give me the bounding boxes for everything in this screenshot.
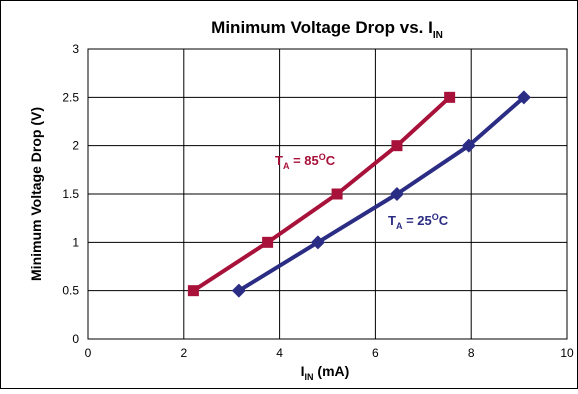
y-tick-label-1.5: 1.5 bbox=[62, 187, 79, 201]
x-tick-label-8: 8 bbox=[468, 346, 475, 360]
x-tick-label-4: 4 bbox=[276, 346, 283, 360]
series-0-point-2 bbox=[331, 188, 343, 200]
y-axis-label: Minimum Voltage Drop (V) bbox=[28, 107, 44, 281]
series-group bbox=[187, 90, 531, 298]
y-tick-labels: 0 0.5 1 1.5 2 2.5 3 bbox=[62, 42, 79, 346]
grid-lines bbox=[88, 49, 567, 339]
y-tick-label-0: 0 bbox=[72, 332, 79, 346]
x-tick-label-6: 6 bbox=[372, 346, 379, 360]
series-1-point-4 bbox=[516, 90, 531, 105]
series-label-85c: TA = 85OC bbox=[275, 152, 336, 171]
x-tick-label-0: 0 bbox=[85, 346, 92, 360]
series-label-25c: TA = 25OC bbox=[388, 212, 449, 231]
x-tick-label-10: 10 bbox=[560, 346, 574, 360]
y-tick-label-2.5: 2.5 bbox=[62, 90, 79, 104]
chart-title-subscript: IN bbox=[433, 30, 443, 41]
y-tick-label-0.5: 0.5 bbox=[62, 284, 79, 298]
x-tick-labels: 0 2 4 6 8 10 bbox=[85, 346, 574, 360]
x-axis-label-unit: (mA) bbox=[314, 363, 350, 379]
y-tick-label-2: 2 bbox=[72, 139, 79, 153]
x-axis-label-subscript: IN bbox=[305, 372, 314, 382]
y-tick-label-1: 1 bbox=[72, 235, 79, 249]
series-1-point-0 bbox=[231, 283, 246, 298]
series-0-point-3 bbox=[391, 140, 403, 152]
x-axis-label: IIN (mA) bbox=[301, 363, 350, 382]
series-0-point-4 bbox=[444, 91, 456, 103]
series-0-point-1 bbox=[262, 236, 274, 248]
series-1-point-3 bbox=[461, 138, 476, 153]
series-1-point-2 bbox=[389, 187, 404, 201]
y-tick-label-3: 3 bbox=[72, 42, 79, 56]
series-0-point-0 bbox=[187, 285, 199, 297]
x-tick-label-2: 2 bbox=[180, 346, 187, 360]
chart-title: Minimum Voltage Drop vs. IIN bbox=[211, 18, 443, 41]
series-1-point-1 bbox=[310, 235, 325, 250]
